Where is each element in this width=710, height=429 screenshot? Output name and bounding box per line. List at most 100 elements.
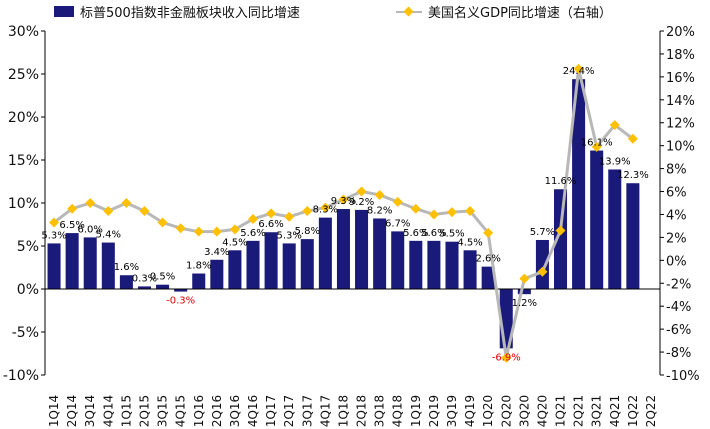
bar <box>626 183 640 289</box>
bar <box>282 243 296 289</box>
y-right-tick-label: 16% <box>666 71 695 86</box>
bar-data-label: 12.3% <box>617 170 649 181</box>
x-tick-label: 2Q16 <box>210 395 224 427</box>
x-tick-label: 3Q14 <box>83 395 97 427</box>
gdp-marker <box>85 198 96 208</box>
legend-bar-label: 标普500指数非金融板块收入同比增速 <box>80 6 300 21</box>
gdp-marker <box>284 211 295 222</box>
y-left-tick-label: 15% <box>8 153 39 169</box>
bar-data-label: 5.5% <box>439 229 464 240</box>
gdp-marker <box>139 206 150 217</box>
bar <box>409 240 423 289</box>
x-tick-label: 2Q17 <box>282 395 296 427</box>
bar <box>47 243 61 289</box>
bar <box>101 242 115 289</box>
gdp-marker <box>211 226 222 237</box>
legend: 标普500指数非金融板块收入同比增速 美国名义GDP同比增速（右轴） <box>0 2 710 22</box>
x-tick-label: 4Q15 <box>174 395 188 427</box>
y-right-tick-label: 8% <box>666 163 687 178</box>
x-tick-label: 1Q17 <box>264 395 278 427</box>
bar <box>228 250 242 289</box>
bar-data-label: 0.3% <box>132 273 157 284</box>
gdp-marker <box>537 266 548 277</box>
x-tick-label: 4Q16 <box>246 395 260 427</box>
bar <box>246 240 260 289</box>
x-tick-label: 2Q19 <box>427 395 441 427</box>
bar <box>119 275 133 289</box>
y-left-tick-label: 0% <box>17 282 39 298</box>
x-tick-label: 1Q14 <box>47 395 61 427</box>
bar <box>318 217 332 289</box>
bar-data-label: 5.3% <box>41 230 66 241</box>
x-tick-label: 4Q14 <box>101 395 115 427</box>
bar-data-label: 5.3% <box>276 230 301 241</box>
bar <box>572 79 586 289</box>
bar <box>608 169 622 289</box>
gdp-marker <box>356 186 367 197</box>
y-left-tick-label: 25% <box>8 67 39 83</box>
bar-data-label: 5.7% <box>530 227 555 238</box>
y-right-tick-label: -2% <box>666 277 691 292</box>
gdp-marker <box>103 206 114 217</box>
bar-data-label: 4.5% <box>457 237 482 248</box>
x-tick-label: 1Q21 <box>554 395 568 427</box>
gdp-marker <box>266 208 277 219</box>
bar <box>65 233 79 289</box>
gdp-marker <box>229 224 240 235</box>
x-tick-label: 1Q15 <box>119 395 133 427</box>
bar-data-label: 6.0% <box>78 224 103 235</box>
bar-data-label: 8.2% <box>367 205 392 216</box>
gdp-marker <box>519 273 530 284</box>
bar-data-label: 1.6% <box>114 262 139 273</box>
x-tick-label: 1Q19 <box>409 395 423 427</box>
bar-data-label: 6.6% <box>258 219 283 230</box>
legend-item-bars: 标普500指数非金融板块收入同比增速 <box>54 2 300 21</box>
y-right-tick-label: -10% <box>666 369 700 384</box>
x-tick-label: 1Q22 <box>626 395 640 427</box>
bar-data-label: 5.8% <box>295 226 320 237</box>
y-right-tick-label: -8% <box>666 346 691 361</box>
x-tick-label: 3Q21 <box>590 395 604 427</box>
y-right-tick-label: 4% <box>666 208 687 223</box>
bar <box>373 218 387 289</box>
bar-data-label: 3.4% <box>204 247 229 258</box>
bar <box>355 209 369 289</box>
bar-data-label: 5.6% <box>421 228 446 239</box>
x-tick-label: 3Q15 <box>156 395 170 427</box>
bar-data-label: 2.6% <box>475 254 500 265</box>
bar <box>336 209 350 289</box>
bar-data-label: 5.6% <box>403 228 428 239</box>
y-left-tick-label: 30% <box>8 24 39 40</box>
y-left-tick-label: 20% <box>8 110 39 126</box>
y-right-tick-label: 2% <box>666 231 687 246</box>
bar-data-label: 1.2% <box>512 298 537 309</box>
y-right-tick-label: -4% <box>666 300 691 315</box>
gdp-marker <box>555 225 566 236</box>
x-tick-label: 4Q20 <box>535 395 549 427</box>
gdp-marker <box>175 223 186 234</box>
x-tick-label: 4Q17 <box>318 395 332 427</box>
y-right-tick-label: 18% <box>666 48 695 63</box>
y-left-tick-label: 10% <box>8 196 39 212</box>
y-left-tick-label: -10% <box>3 368 39 384</box>
y-right-tick-label: 6% <box>666 186 687 201</box>
bar-data-label: 0.5% <box>150 272 175 283</box>
y-right-tick-label: 0% <box>666 254 687 269</box>
gdp-marker <box>428 209 439 220</box>
bar <box>463 250 477 289</box>
bar-data-label: 8.3% <box>313 205 338 216</box>
gdp-marker <box>374 189 385 200</box>
gdp-marker <box>465 206 476 217</box>
y-right-tick-label: -6% <box>666 323 691 338</box>
x-tick-label: 1Q18 <box>336 395 350 427</box>
gdp-marker <box>193 226 204 237</box>
x-tick-label: 3Q20 <box>517 395 531 427</box>
x-tick-label: 2Q18 <box>355 395 369 427</box>
bar <box>427 240 441 289</box>
y-right-tick-label: 14% <box>666 94 695 109</box>
x-tick-label: 3Q16 <box>228 395 242 427</box>
y-right-tick-label: 20% <box>666 25 695 40</box>
bar <box>391 231 405 289</box>
legend-line-label: 美国名义GDP同比增速（右轴） <box>428 6 612 21</box>
